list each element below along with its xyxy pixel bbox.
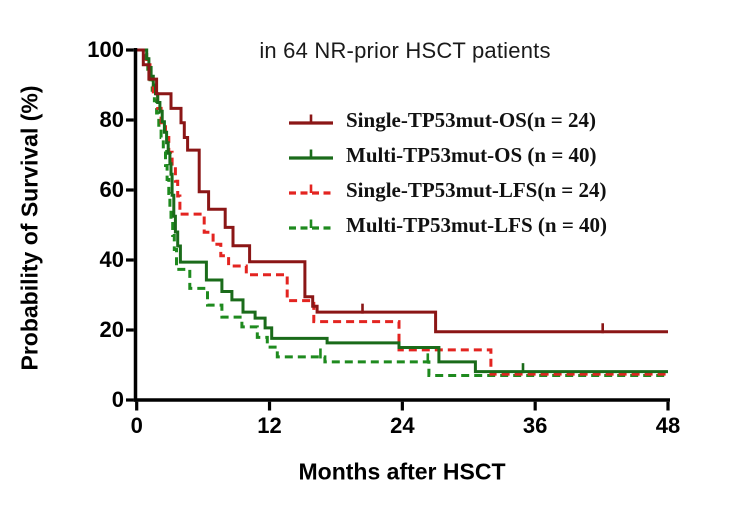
km-curve-single-tp53mut-lfs (136, 48, 668, 376)
legend-item-single-tp53mut-os: Single-TP53mut-OS(n = 24) (288, 103, 607, 138)
legend-line-sample-solid (289, 114, 333, 125)
legend-label: Single-TP53mut-LFS(n = 24) (346, 178, 607, 202)
y-tick-label: 40 (99, 247, 124, 272)
x-axis-label: Months after HSCT (298, 458, 506, 485)
y-tick-label: 60 (99, 177, 124, 202)
legend-item-multi-tp53mut-os: Multi-TP53mut-OS (n = 40) (288, 138, 607, 173)
y-tick-label: 100 (87, 37, 124, 62)
legend-label: Multi-TP53mut-OS (n = 40) (346, 143, 597, 167)
legend-label: Single-TP53mut-OS(n = 24) (346, 108, 596, 132)
legend-item-multi-tp53mut-lfs: Multi-TP53mut-LFS (n = 40) (288, 208, 607, 243)
legend-line-sample-dashed (289, 184, 333, 195)
km-curves-layer (136, 48, 668, 377)
km-curve-single-tp53mut-os (136, 48, 668, 334)
y-tick-label: 20 (99, 317, 124, 342)
x-tick-label: 24 (390, 413, 415, 438)
y-tick-label: 0 (111, 387, 124, 412)
y-tick-label: 80 (99, 107, 124, 132)
censor-marks-layer (319, 303, 604, 374)
legend-label: Multi-TP53mut-LFS (n = 40) (346, 213, 608, 237)
legend-item-single-tp53mut-lfs: Single-TP53mut-LFS(n = 24) (288, 173, 607, 208)
axes-layer (126, 48, 670, 411)
legend-line-sample-solid (289, 149, 333, 160)
legend: Single-TP53mut-OS(n = 24) Multi-TP53mut-O… (288, 103, 607, 243)
x-tick-label: 12 (257, 413, 282, 438)
legend-line-sample-dashed (289, 219, 333, 230)
x-tick-label: 36 (522, 413, 548, 438)
chart-title: in 64 NR-prior HSCT patients (259, 38, 551, 63)
x-tick-label: 0 (130, 413, 143, 438)
y-axis-label: Probability of Survival (%) (16, 85, 43, 371)
x-tick-label: 48 (655, 413, 681, 438)
